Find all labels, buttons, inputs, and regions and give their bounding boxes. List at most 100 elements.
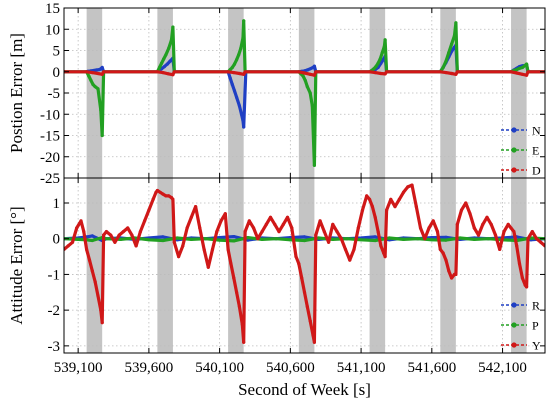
position-point-E-34 bbox=[308, 91, 312, 95]
attitude-outage-band-1 bbox=[157, 178, 173, 353]
position-point-N-25 bbox=[241, 119, 245, 123]
position-point-E-14 bbox=[164, 53, 168, 57]
attitude-point-Y-117 bbox=[468, 212, 472, 216]
attitude-point-Y-15 bbox=[109, 233, 113, 237]
xtick-label-6: 542,100 bbox=[478, 360, 527, 376]
position-point-E-3 bbox=[89, 78, 93, 82]
attitude-point-Y-61 bbox=[273, 222, 277, 226]
position-point-N-21 bbox=[232, 89, 237, 93]
attitude-point-Y-73 bbox=[312, 340, 316, 344]
attitude-point-R-14 bbox=[232, 235, 236, 239]
attitude-point-Y-133 bbox=[525, 285, 529, 289]
position-point-D-3 bbox=[96, 71, 100, 76]
position-point-E-45 bbox=[382, 44, 386, 48]
attitude-point-P-25 bbox=[387, 236, 391, 240]
position-point-E-54 bbox=[454, 21, 458, 25]
attitude-point-Y-113 bbox=[454, 272, 458, 276]
position-point-D-14 bbox=[242, 72, 246, 76]
attitude-point-Y-99 bbox=[406, 185, 410, 189]
position-point-N-5 bbox=[94, 68, 99, 72]
xtick-label-0: 539,100 bbox=[54, 360, 103, 376]
attitude-point-Y-71 bbox=[308, 319, 312, 323]
position-legend-label-N: N bbox=[532, 124, 541, 138]
attitude-point-Y-13 bbox=[102, 233, 106, 237]
attitude-point-P-15 bbox=[246, 236, 250, 240]
attitude-point-Y-65 bbox=[290, 226, 294, 230]
position-point-D-27 bbox=[444, 71, 448, 75]
attitude-point-Y-6 bbox=[85, 247, 89, 251]
attitude-point-Y-12 bbox=[100, 321, 104, 325]
attitude-point-Y-109 bbox=[444, 258, 448, 262]
attitude-point-Y-51 bbox=[237, 305, 241, 309]
x-axis-label: Second of Week [s] bbox=[238, 380, 371, 399]
position-point-E-36 bbox=[312, 163, 316, 167]
position-outage-band-3 bbox=[298, 8, 315, 178]
attitude-point-Y-92 bbox=[382, 251, 386, 255]
position-point-D-12 bbox=[232, 71, 236, 75]
attitude-point-Y-91 bbox=[379, 244, 383, 248]
attitude-point-Y-129 bbox=[515, 244, 519, 248]
attitude-point-Y-34 bbox=[172, 240, 176, 244]
position-point-E-49 bbox=[441, 65, 445, 70]
position-point-E-31 bbox=[301, 74, 305, 78]
attitude-point-Y-58 bbox=[260, 230, 264, 234]
position-point-E-32 bbox=[303, 78, 307, 82]
attitude-outage-band-4 bbox=[369, 178, 386, 353]
attitude-point-Y-108 bbox=[441, 251, 445, 255]
attitude-point-P-27 bbox=[416, 237, 420, 241]
attitude-point-Y-27 bbox=[155, 188, 159, 193]
attitude-point-P-28 bbox=[430, 238, 434, 242]
position-outage-band-6 bbox=[511, 8, 527, 178]
attitude-point-Y-105 bbox=[431, 219, 435, 223]
position-point-E-15 bbox=[167, 46, 171, 51]
position-point-E-40 bbox=[372, 67, 376, 71]
attitude-point-Y-134 bbox=[526, 237, 530, 241]
attitude-point-Y-70 bbox=[305, 305, 309, 309]
attitude-point-Y-19 bbox=[126, 226, 130, 230]
position-point-E-2 bbox=[87, 74, 91, 78]
attitude-point-Y-85 bbox=[360, 208, 365, 212]
attitude-point-R-13 bbox=[218, 236, 222, 240]
position-point-D-15 bbox=[243, 70, 247, 74]
position-point-D-19 bbox=[312, 73, 316, 77]
position-point-E-26 bbox=[241, 36, 245, 40]
attitude-point-Y-42 bbox=[206, 265, 210, 269]
position-point-D-28 bbox=[450, 71, 454, 76]
attitude-point-Y-47 bbox=[226, 247, 230, 251]
position-point-E-27 bbox=[242, 19, 246, 23]
position-point-D-34 bbox=[525, 73, 529, 77]
position-point-D-2 bbox=[90, 71, 94, 75]
attitude-legend-marker-P bbox=[511, 322, 517, 328]
attitude-point-Y-41 bbox=[202, 247, 206, 251]
position-point-D-6 bbox=[155, 70, 159, 74]
position-ytick-label-1: 10 bbox=[45, 22, 60, 38]
attitude-point-P-19 bbox=[302, 238, 307, 243]
attitude-point-Y-80 bbox=[339, 237, 343, 241]
position-point-E-13 bbox=[162, 57, 166, 61]
position-legend-label-E: E bbox=[532, 144, 539, 158]
attitude-point-P-30 bbox=[458, 236, 462, 240]
attitude-legend-label-P: P bbox=[532, 319, 539, 333]
attitude-point-Y-54 bbox=[243, 230, 247, 234]
position-point-N-32 bbox=[308, 67, 312, 71]
attitude-point-Y-118 bbox=[472, 226, 476, 230]
attitude-point-Y-5 bbox=[82, 230, 86, 234]
attitude-point-Y-62 bbox=[277, 230, 281, 234]
attitude-point-Y-31 bbox=[167, 194, 171, 198]
attitude-point-Y-104 bbox=[427, 226, 431, 230]
position-point-E-35 bbox=[310, 104, 314, 108]
position-point-D-35 bbox=[526, 70, 530, 74]
attitude-point-Y-119 bbox=[476, 233, 481, 237]
attitude-point-P-13 bbox=[218, 238, 222, 242]
attitude-point-Y-69 bbox=[302, 290, 307, 294]
position-point-E-42 bbox=[376, 61, 380, 65]
position-point-E-51 bbox=[447, 51, 451, 55]
position-ytick-label-2: 5 bbox=[53, 44, 61, 60]
attitude-point-Y-28 bbox=[158, 190, 162, 194]
position-point-D-23 bbox=[379, 71, 383, 76]
attitude-point-Y-38 bbox=[189, 215, 193, 219]
attitude-legend-label-R: R bbox=[532, 299, 540, 313]
attitude-ytick-label-4: -3 bbox=[48, 339, 61, 355]
attitude-point-Y-100 bbox=[410, 183, 414, 187]
